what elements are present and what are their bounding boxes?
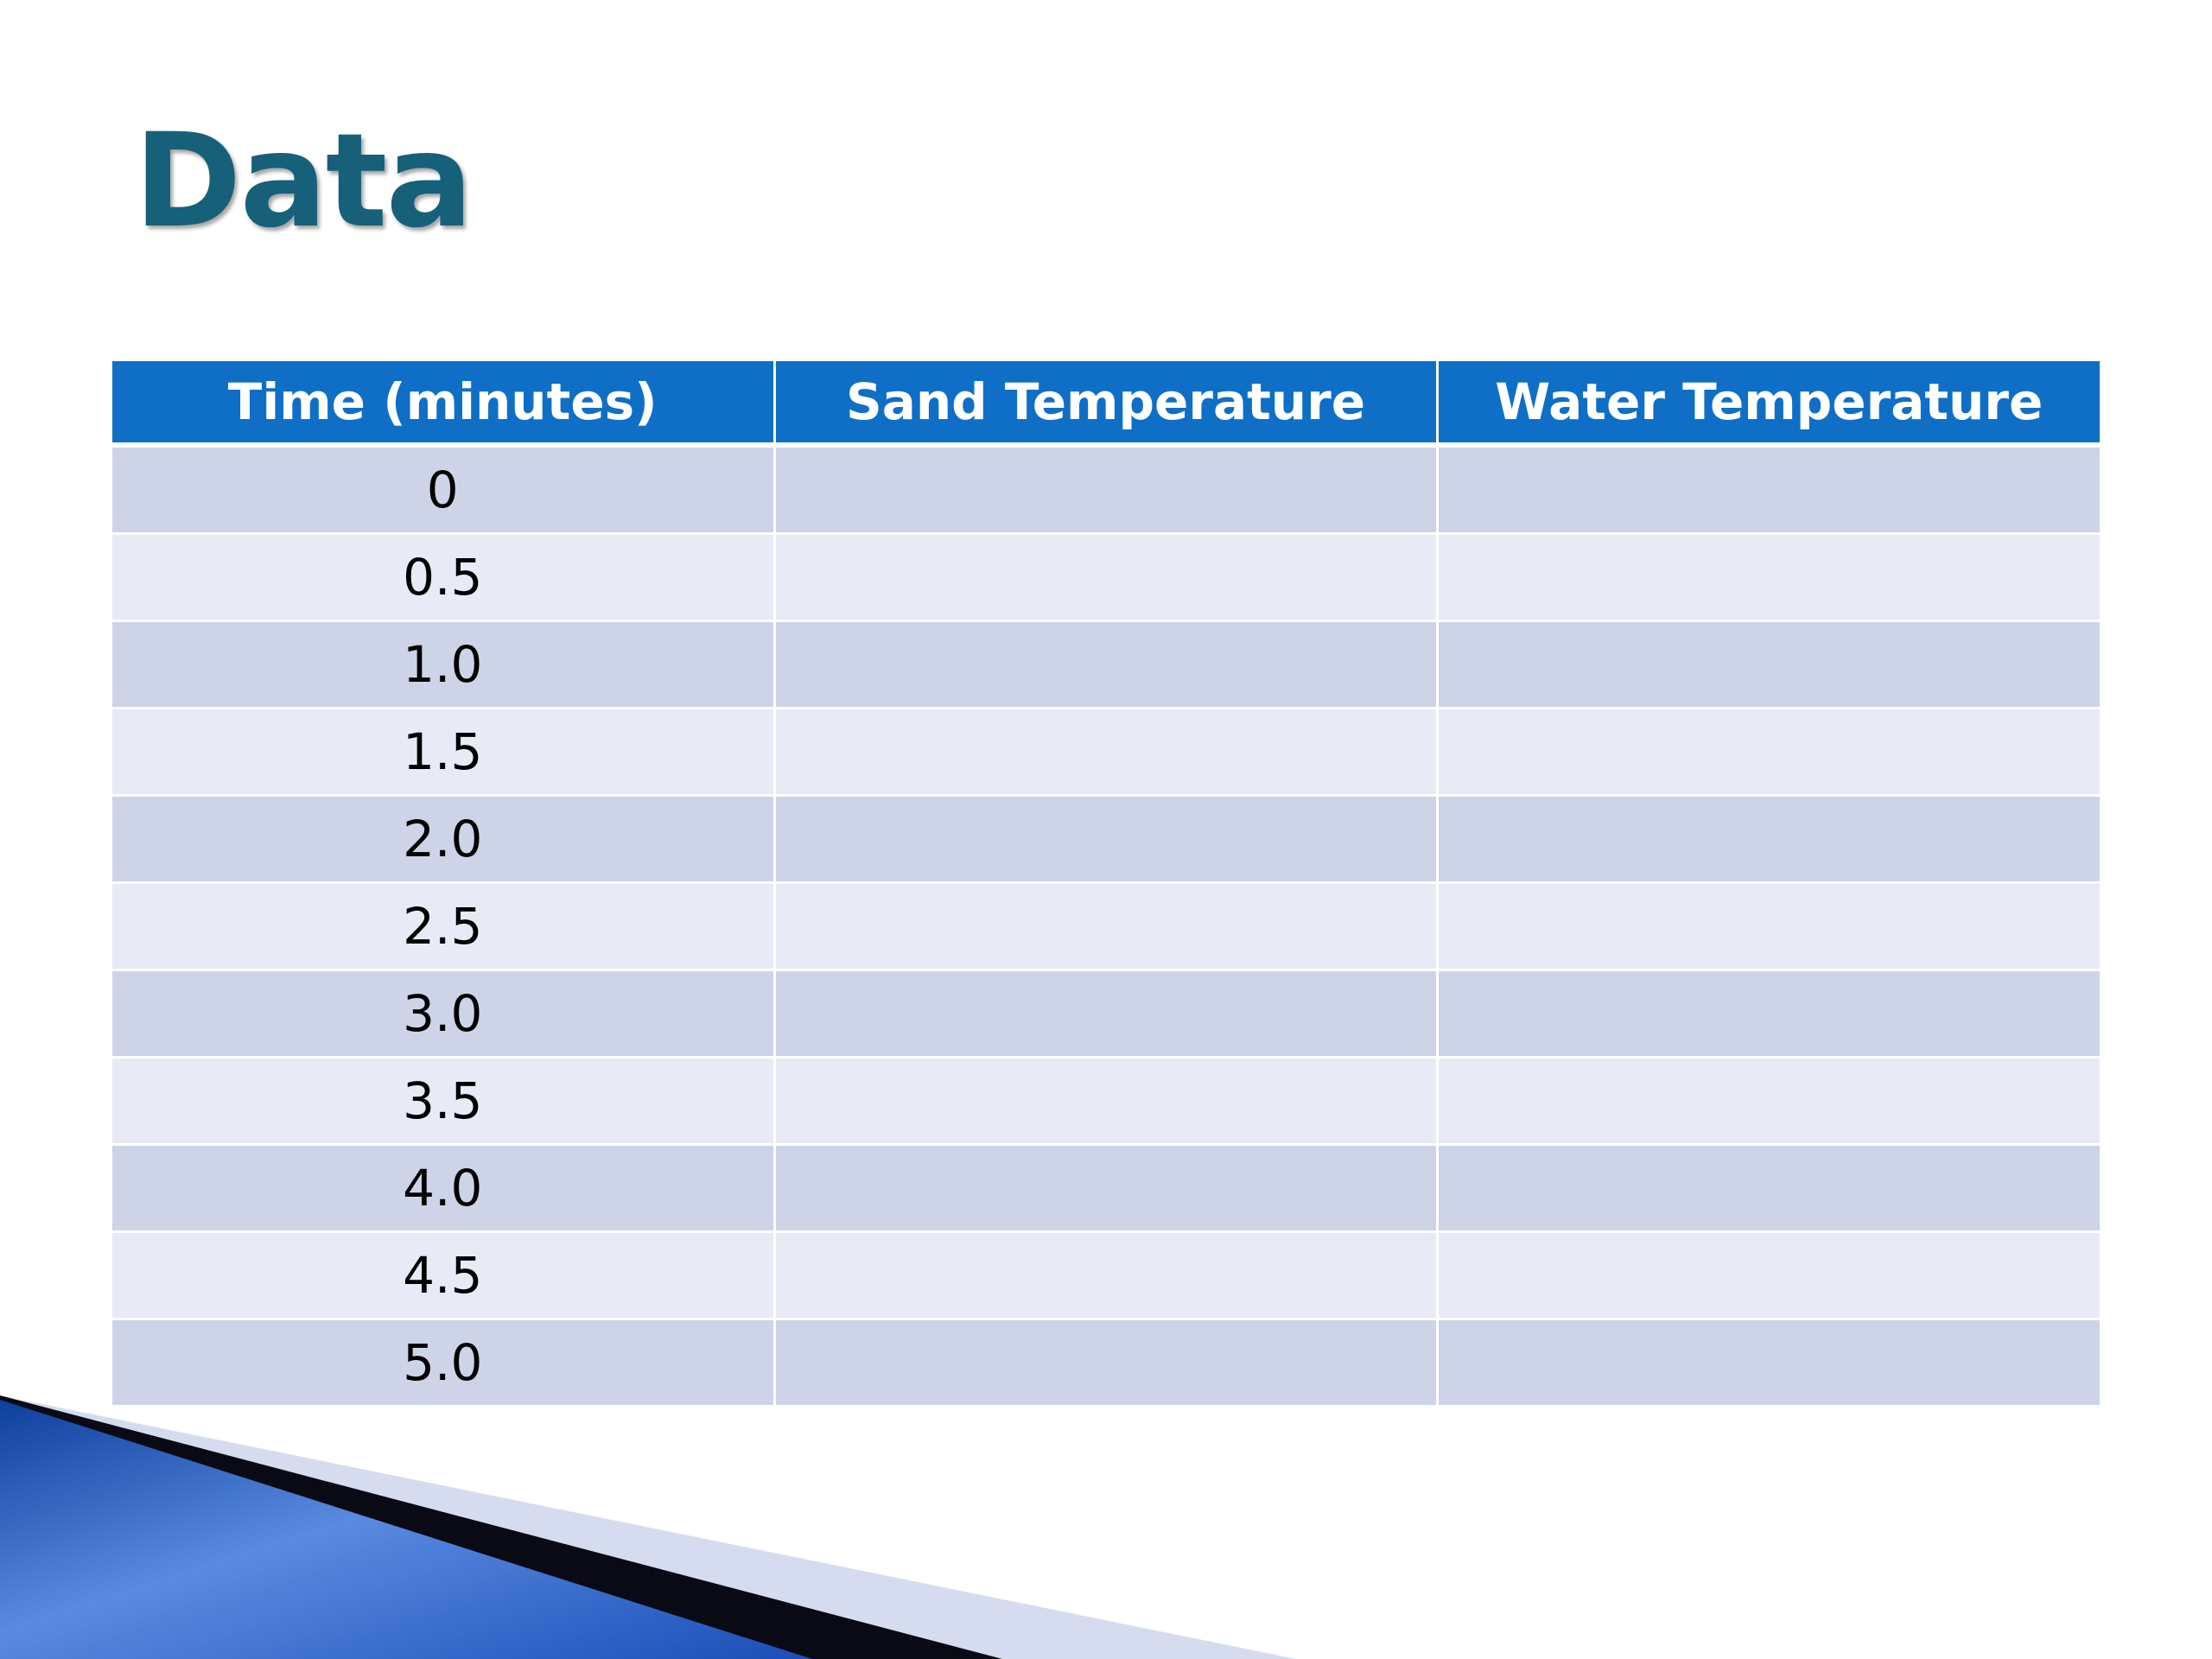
water-temperature-cell: [1435, 1143, 2100, 1233]
table-row: 4.5: [112, 1230, 2100, 1320]
sand-temperature-cell: [772, 969, 1439, 1058]
sand-temperature-cell: [772, 881, 1439, 971]
time-cell: 4.0: [112, 1143, 776, 1233]
water-temperature-cell: [1435, 1056, 2100, 1146]
time-cell: 3.0: [112, 969, 776, 1058]
column-header-sand-temperature: Sand Temperature: [772, 361, 1439, 448]
water-temperature-cell: [1435, 881, 2100, 971]
table-header-row: Time (minutes) Sand Temperature Water Te…: [112, 361, 2100, 448]
time-cell: 2.0: [112, 794, 776, 884]
time-cell: 5.0: [112, 1318, 776, 1408]
swoosh-light-band: [0, 1395, 1296, 1659]
time-cell: 4.5: [112, 1230, 776, 1320]
table-row: 2.5: [112, 881, 2100, 971]
time-cell: 0.5: [112, 532, 776, 622]
water-temperature-cell: [1435, 969, 2100, 1058]
swoosh-dark-band: [0, 1395, 1002, 1659]
swoosh-blue-band: [0, 1400, 812, 1659]
sand-temperature-cell: [772, 443, 1439, 535]
water-temperature-cell: [1435, 532, 2100, 622]
table-row: 1.5: [112, 707, 2100, 797]
time-cell: 2.5: [112, 881, 776, 971]
table-row: 3.5: [112, 1056, 2100, 1146]
time-cell: 0: [112, 443, 776, 535]
slide-title: Data: [134, 106, 474, 257]
water-temperature-cell: [1435, 1318, 2100, 1408]
column-header-time: Time (minutes): [112, 361, 776, 448]
table-row: 2.0: [112, 794, 2100, 884]
water-temperature-cell: [1435, 620, 2100, 709]
sand-temperature-cell: [772, 1230, 1439, 1320]
sand-temperature-cell: [772, 794, 1439, 884]
table-row: 0: [112, 443, 2100, 535]
time-cell: 3.5: [112, 1056, 776, 1146]
data-table: Time (minutes) Sand Temperature Water Te…: [112, 361, 2100, 1408]
sand-temperature-cell: [772, 620, 1439, 709]
sand-temperature-cell: [772, 1056, 1439, 1146]
sand-temperature-cell: [772, 1143, 1439, 1233]
table-row: 3.0: [112, 969, 2100, 1058]
sand-temperature-cell: [772, 1318, 1439, 1408]
column-header-water-temperature: Water Temperature: [1435, 361, 2100, 448]
time-cell: 1.0: [112, 620, 776, 709]
time-cell: 1.5: [112, 707, 776, 797]
table-row: 0.5: [112, 532, 2100, 622]
water-temperature-cell: [1435, 707, 2100, 797]
sand-temperature-cell: [772, 532, 1439, 622]
water-temperature-cell: [1435, 1230, 2100, 1320]
table-row: 4.0: [112, 1143, 2100, 1233]
table-row: 1.0: [112, 620, 2100, 709]
sand-temperature-cell: [772, 707, 1439, 797]
table-row: 5.0: [112, 1318, 2100, 1408]
water-temperature-cell: [1435, 794, 2100, 884]
water-temperature-cell: [1435, 443, 2100, 535]
